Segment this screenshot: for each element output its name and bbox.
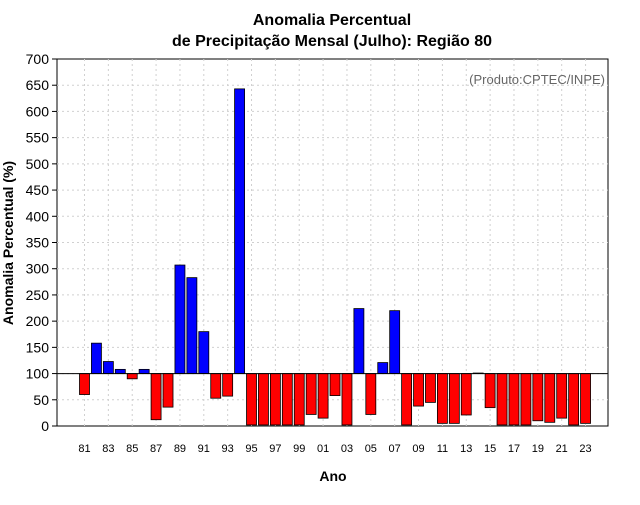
x-tick-label: 09	[412, 443, 424, 455]
bar-13	[460, 373, 472, 416]
bar-16	[496, 373, 508, 426]
bar-07	[389, 310, 401, 374]
x-tick-label: 05	[365, 443, 377, 455]
bar-81	[79, 373, 90, 395]
bar-06	[377, 362, 389, 374]
bar-03	[341, 373, 353, 426]
y-tick-label: 200	[26, 313, 50, 329]
bar-19	[532, 373, 544, 422]
x-axis: 81 83 85 87 89 91 93 95 97 99 01 03 05 07 09 11 13 15 17 19…	[78, 443, 591, 455]
x-tick-label: 15	[484, 443, 496, 455]
x-tick-label: 81	[78, 443, 90, 455]
bar-15	[484, 373, 496, 409]
y-tick-label: 700	[26, 51, 50, 67]
x-tick-label: 13	[460, 443, 472, 455]
x-tick-label: 07	[389, 443, 401, 455]
bars-layer	[79, 88, 591, 426]
y-axis-label: Anomalia Percentual (%)	[0, 161, 16, 325]
y-tick-label: 650	[26, 77, 50, 93]
bar-21	[556, 373, 568, 419]
bar-23	[580, 373, 591, 424]
x-tick-label: 19	[532, 443, 544, 455]
bar-96	[258, 373, 269, 426]
x-tick-label: 01	[317, 443, 329, 455]
x-tick-label: 03	[341, 443, 353, 455]
x-axis-label: Ano	[319, 468, 346, 484]
y-tick-label: 600	[26, 103, 50, 119]
y-tick-label: 50	[33, 392, 49, 408]
bar-86	[138, 368, 150, 374]
x-tick-label: 99	[293, 443, 305, 455]
bar-88	[162, 373, 174, 408]
bar-85	[126, 373, 138, 380]
bar-89	[174, 264, 186, 374]
y-tick-label: 0	[41, 418, 49, 434]
x-tick-label: 97	[269, 443, 281, 455]
bar-04	[353, 308, 365, 374]
y-tick-label: 500	[26, 156, 50, 172]
y-tick-label: 450	[26, 182, 50, 198]
bar-05	[365, 373, 377, 415]
bar-11	[436, 373, 448, 424]
x-tick-label: 91	[198, 443, 210, 455]
bar-17	[508, 373, 520, 426]
bar-98	[281, 373, 293, 426]
x-tick-label: 21	[556, 443, 568, 455]
bar-95	[246, 373, 257, 426]
bar-22	[568, 373, 580, 426]
x-tick-label: 87	[150, 443, 162, 455]
bar-94	[234, 88, 245, 374]
y-tick-label: 400	[26, 208, 50, 224]
bar-93	[222, 373, 234, 397]
bar-09	[413, 373, 424, 407]
bar-02	[329, 373, 341, 396]
bar-01	[317, 373, 329, 419]
bar-08	[401, 373, 413, 426]
x-tick-label: 85	[126, 443, 138, 455]
y-tick-label: 250	[26, 287, 50, 303]
y-tick-label: 150	[26, 339, 50, 355]
x-tick-label: 93	[222, 443, 234, 455]
bar-82	[91, 342, 102, 374]
bar-10	[425, 373, 436, 403]
bar-20	[544, 373, 556, 423]
y-tick-label: 550	[26, 130, 50, 146]
bar-12	[448, 373, 460, 424]
x-tick-label: 89	[174, 443, 186, 455]
bar-92	[210, 373, 222, 399]
chart-title-line-1: Anomalia Percentual	[253, 12, 411, 29]
chart-title-line-2: de Precipitação Mensal (Julho): Região 8…	[172, 33, 492, 50]
bar-18	[520, 373, 532, 426]
y-tick-label: 300	[26, 261, 50, 277]
bar-97	[269, 373, 281, 426]
bar-84	[114, 368, 126, 374]
bar-00	[305, 373, 317, 415]
source-note: (Produto:CPTEC/INPE)	[469, 72, 605, 87]
x-tick-label: 95	[245, 443, 257, 455]
y-tick-label: 350	[26, 235, 50, 251]
bar-83	[102, 361, 114, 374]
x-tick-label: 83	[102, 443, 114, 455]
bar-91	[198, 331, 210, 374]
bar-87	[150, 373, 162, 421]
x-tick-label: 23	[579, 443, 591, 455]
x-tick-label: 11	[437, 443, 448, 455]
y-tick-label: 100	[26, 366, 50, 382]
x-tick-label: 17	[508, 443, 520, 455]
bar-90	[186, 277, 198, 374]
bar-99	[293, 373, 305, 426]
y-axis: 0 50 100 150 200 250 300 350 400 450 500 550 600 650 7…	[26, 51, 57, 434]
